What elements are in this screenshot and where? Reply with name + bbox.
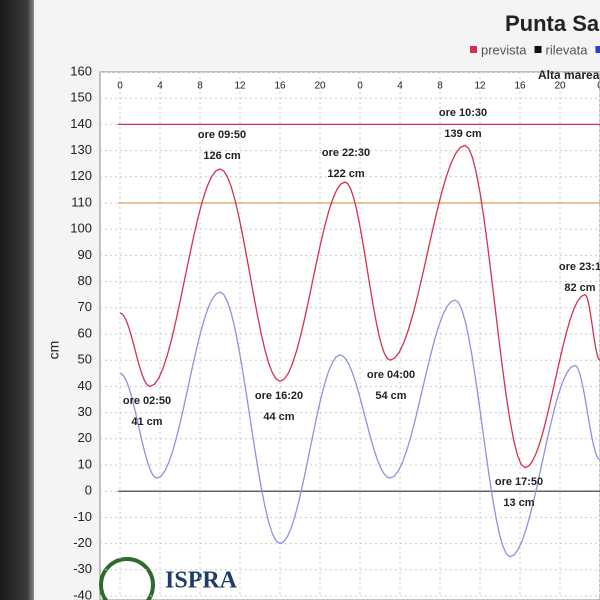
- y-tick-label: -10: [73, 509, 92, 524]
- legend-label: prevista: [481, 42, 527, 57]
- y-tick-label: 60: [78, 325, 92, 340]
- annotation-time: ore 23:1: [559, 261, 600, 273]
- legend-marker: [595, 46, 600, 53]
- y-tick-label: 50: [78, 352, 92, 367]
- x-tick-label: 12: [234, 81, 246, 92]
- y-tick-label: 0: [85, 483, 92, 498]
- x-tick-label: 4: [157, 81, 163, 92]
- x-tick-label: 12: [474, 81, 486, 92]
- legend-marker: [534, 46, 542, 53]
- annotation-time: ore 22:30: [322, 147, 370, 159]
- logo: ISPRA: [99, 557, 238, 600]
- series-line: [119, 291, 600, 558]
- y-tick-label: 90: [78, 247, 92, 262]
- plot-area: [99, 71, 600, 600]
- y-tick-label: 80: [78, 273, 92, 288]
- x-tick-label: 8: [197, 81, 203, 92]
- y-tick-label: 30: [78, 404, 92, 419]
- x-tick-label: 20: [554, 81, 566, 92]
- y-tick-label: 120: [70, 168, 92, 183]
- bezel: [0, 0, 34, 600]
- y-tick-label: -30: [73, 561, 92, 576]
- series-line: [119, 144, 600, 469]
- y-axis-label: cm: [46, 341, 62, 360]
- y-tick-label: 110: [71, 194, 92, 209]
- y-tick-label: 40: [78, 378, 92, 393]
- y-tick-label: 140: [70, 116, 92, 131]
- y-tick-label: 150: [70, 90, 92, 105]
- annotation-time: ore 02:50: [123, 395, 171, 407]
- annotation-level: 41 cm: [131, 416, 162, 428]
- logo-emblem: [99, 557, 155, 600]
- chart-title: Punta Sa: [505, 11, 600, 36]
- x-tick-label: 0: [357, 81, 363, 92]
- annotation-level: 126 cm: [203, 150, 241, 162]
- annotation-time: ore 09:50: [198, 129, 246, 141]
- annotation-time: ore 17:50: [495, 476, 543, 488]
- x-tick-label: 8: [437, 81, 443, 92]
- y-tick-label: 130: [70, 142, 92, 157]
- annotation-time: ore 04:00: [367, 369, 415, 381]
- x-tick-label: 0: [117, 81, 123, 92]
- logo-text: ISPRA: [165, 568, 238, 594]
- y-tick-label: -40: [73, 587, 92, 600]
- y-tick-label: 100: [70, 221, 92, 236]
- x-tick-label: 0: [597, 81, 600, 92]
- annotation-level: 139 cm: [444, 128, 482, 140]
- x-tick-label: 4: [397, 81, 403, 92]
- legend-label: rilevata: [546, 42, 589, 57]
- y-tick-label: -20: [73, 535, 92, 550]
- x-tick-label: 20: [314, 81, 326, 92]
- y-tick-label: 10: [78, 456, 92, 471]
- x-tick-label: 16: [514, 81, 526, 92]
- y-tick-label: 160: [70, 63, 92, 78]
- x-tick-label: 16: [274, 81, 286, 92]
- annotation-level: 122 cm: [327, 168, 365, 180]
- annotation-time: ore 10:30: [439, 107, 487, 119]
- legend-marker: [470, 46, 477, 53]
- y-tick-label: 20: [78, 430, 92, 445]
- subtitle: Alta marea: [538, 68, 600, 82]
- annotation-level: 13 cm: [503, 497, 534, 509]
- annotation-level: 44 cm: [263, 411, 294, 423]
- y-tick-label: 70: [78, 299, 92, 314]
- annotation-level: 54 cm: [375, 390, 406, 402]
- annotation-time: ore 16:20: [255, 390, 303, 402]
- plot-content: [100, 72, 600, 597]
- annotation-level: 82 cm: [564, 282, 595, 294]
